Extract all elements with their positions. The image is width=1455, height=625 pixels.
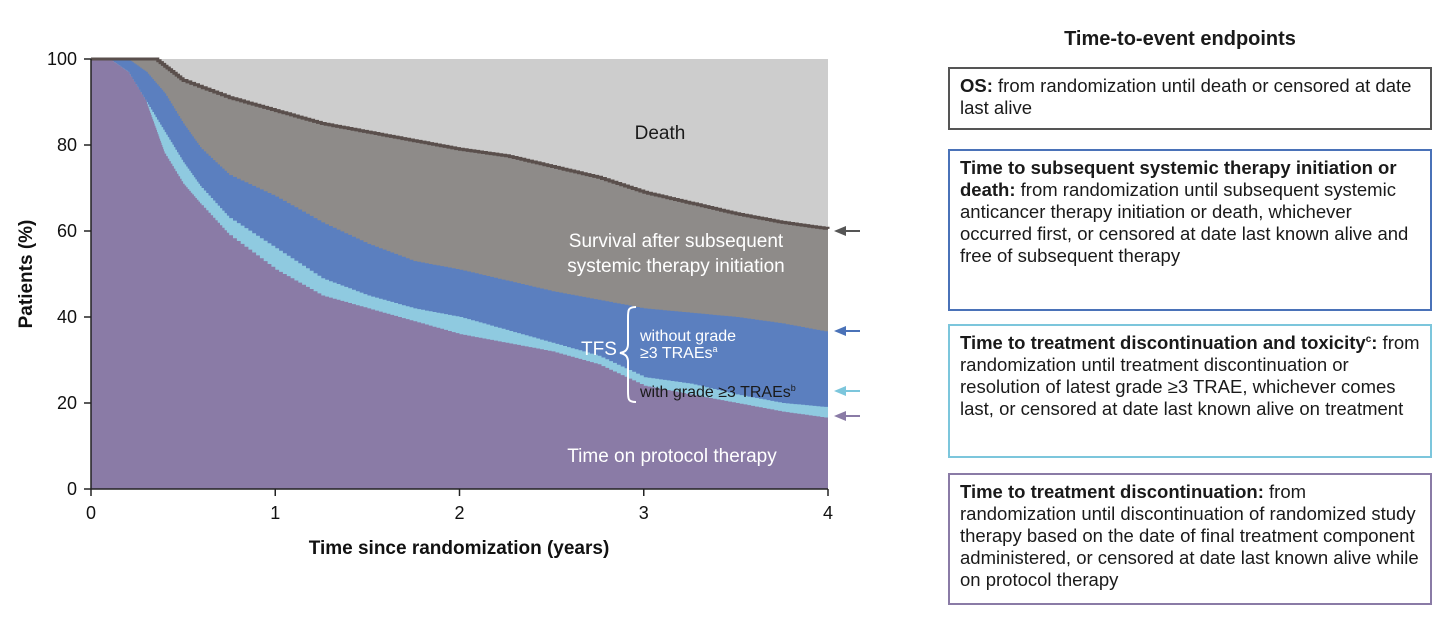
with-trae-label: with grade ≥3 TRAEsb	[639, 383, 796, 401]
x-tick-label: 3	[639, 503, 649, 523]
tsst-term: Time to subsequent systemic therapy init…	[960, 157, 1397, 200]
endpoints-panel-title: Time-to-event endpoints	[1064, 28, 1296, 50]
tsst-definition-box: Time to subsequent systemic therapy init…	[948, 149, 1432, 311]
km-area-chart: 0 20 40 60 80 100 0 1 2 3 4 Time since randomizati…	[16, 49, 860, 559]
without-trae-label-line1: without grade	[639, 328, 736, 345]
ttd-connector	[842, 415, 860, 417]
ttd-definition-box: Time to treatment discontinuation: from …	[948, 473, 1432, 605]
ttd-term: Time to treatment discontinuation:	[960, 481, 1264, 502]
x-tick-label: 1	[270, 503, 280, 523]
tsst-definition: from randomization until subsequent syst…	[960, 179, 1409, 266]
y-tick-label: 40	[57, 307, 77, 327]
os-definition: from randomization until death or censor…	[960, 75, 1412, 118]
ttdt-term: Time to treatment discontinuation and to…	[960, 332, 1378, 353]
os-term: OS:	[960, 75, 993, 96]
ttd-arrowhead	[834, 411, 846, 421]
y-tick-label: 20	[57, 393, 77, 413]
ttd-definition: from randomization until discontinuation…	[960, 481, 1419, 590]
x-tick-label: 2	[454, 503, 464, 523]
ttdt-arrowhead	[834, 386, 846, 396]
tfs-label: TFS	[581, 339, 617, 360]
area-series-3	[91, 59, 828, 489]
x-axis-label: Time since randomization (years)	[309, 538, 610, 559]
x-tick-label: 0	[86, 503, 96, 523]
y-tick-label: 60	[57, 221, 77, 241]
os-connector	[842, 230, 860, 232]
ttdt-definition: from randomization until treatment disco…	[960, 332, 1420, 419]
os-definition-box: OS: from randomization until death or ce…	[948, 67, 1432, 130]
survival-label-line2: systemic therapy initiation	[567, 256, 785, 277]
ttdt-definition-box: Time to treatment discontinuation and to…	[948, 324, 1432, 458]
y-tick-label: 80	[57, 135, 77, 155]
death-label: Death	[635, 123, 686, 144]
x-tick-label: 4	[823, 503, 833, 523]
protocol-label: Time on protocol therapy	[567, 446, 777, 467]
survival-label-line1: Survival after subsequent	[569, 231, 784, 252]
os-curve	[91, 57, 830, 230]
tfs-brace	[619, 306, 637, 403]
without-trae-label-line2: ≥3 TRAEsa	[640, 344, 718, 362]
y-tick-label: 100	[47, 49, 77, 69]
y-tick-label: 0	[67, 479, 77, 499]
y-axis-label: Patients (%)	[16, 220, 37, 329]
os-arrowhead	[834, 226, 846, 236]
tsst-arrowhead	[834, 326, 846, 336]
